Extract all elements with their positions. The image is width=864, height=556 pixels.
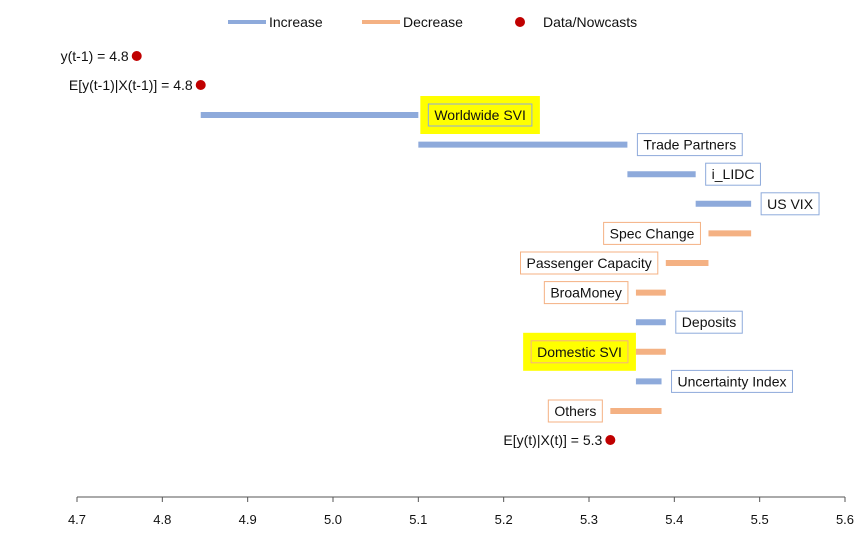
- bar-label: Spec Change: [610, 225, 695, 241]
- highlight-marker: [523, 332, 636, 371]
- legend-label: Increase: [269, 14, 323, 30]
- bar-label: BroaMoney: [550, 285, 622, 301]
- x-tick-label: 4.8: [153, 512, 171, 527]
- data-point-marker: [131, 51, 142, 61]
- waterfall-bar-group: Trade Partners: [418, 133, 743, 157]
- waterfall-bar-group: Domestic SVI: [523, 332, 666, 371]
- x-tick-label: 5.0: [324, 512, 342, 527]
- bar-label: Worldwide SVI: [434, 107, 526, 123]
- x-tick-label: 5.1: [409, 512, 427, 527]
- bar-label: i_LIDC: [712, 166, 755, 182]
- bar-label: Others: [554, 403, 596, 419]
- legend-item: Increase: [228, 14, 323, 30]
- legend: Increase Decrease Data/Nowcasts: [228, 14, 637, 30]
- x-tick-label: 5.2: [495, 512, 513, 527]
- highlight-marker: [420, 96, 540, 134]
- bar-label-box: [530, 340, 629, 364]
- data-point: y(t-1) = 4.8: [61, 48, 142, 64]
- legend-item: Data/Nowcasts: [515, 14, 637, 30]
- waterfall-bar-group: Others: [547, 399, 662, 423]
- x-tick-label: 5.3: [580, 512, 598, 527]
- bar-label-box: [427, 103, 533, 127]
- bar-label-box: [543, 281, 629, 305]
- x-axis: 4.7 4.8 4.9 5.0 5.1 5.2 5.3 5.4 5.5 5.6: [68, 496, 854, 527]
- bar-label: Domestic SVI: [537, 344, 622, 360]
- points-layer: y(t-1) = 4.8 E[y(t-1)|X(t-1)] = 4.8 E[y(t)…: [61, 48, 616, 448]
- bar-label-box: [671, 369, 793, 393]
- data-point-marker: [195, 80, 206, 90]
- x-tick-label: 5.5: [751, 512, 769, 527]
- bar-label: Trade Partners: [643, 137, 736, 153]
- waterfall-bar-group: i_LIDC: [627, 162, 761, 186]
- bar-label-box: [520, 251, 659, 275]
- bar-label: Deposits: [682, 314, 736, 330]
- legend-item: Decrease: [362, 14, 463, 30]
- data-point-label: E[y(t)|X(t)] = 5.3: [503, 432, 602, 448]
- legend-label: Decrease: [403, 14, 463, 30]
- bar-label-box: [705, 162, 761, 186]
- data-point-marker: [605, 435, 616, 445]
- waterfall-bar-group: Passenger Capacity: [520, 251, 709, 275]
- waterfall-bar-group: Spec Change: [603, 221, 752, 245]
- data-point: E[y(t)|X(t)] = 5.3: [503, 432, 616, 448]
- data-point-label: E[y(t-1)|X(t-1)] = 4.8: [69, 77, 193, 93]
- bar-label-box: [675, 310, 743, 334]
- waterfall-bar-group: US VIX: [695, 192, 820, 216]
- bar-label: Uncertainty Index: [678, 373, 787, 389]
- waterfall-bar-group: BroaMoney: [543, 281, 666, 305]
- bar-label: US VIX: [767, 196, 814, 212]
- bar-label-box: [760, 192, 820, 216]
- data-point: E[y(t-1)|X(t-1)] = 4.8: [69, 77, 206, 93]
- x-tick-label: 5.6: [836, 512, 854, 527]
- bar-label: Passenger Capacity: [527, 255, 652, 271]
- waterfall-bar-group: Uncertainty Index: [635, 369, 793, 393]
- legend-label: Data/Nowcasts: [543, 14, 637, 30]
- waterfall-bar-group: Worldwide SVI: [200, 96, 540, 134]
- bar-label-box: [603, 221, 701, 245]
- bar-label-box: [636, 133, 743, 157]
- x-tick-label: 4.7: [68, 512, 86, 527]
- bars-layer: Worldwide SVI Trade Partners i_LIDC US VIX S…: [200, 96, 820, 423]
- x-tick-label: 4.9: [239, 512, 257, 527]
- legend-marker: [515, 17, 525, 27]
- x-tick-label: 5.4: [665, 512, 683, 527]
- data-point-label: y(t-1) = 4.8: [61, 48, 129, 64]
- waterfall-bar-group: Deposits: [635, 310, 743, 334]
- bar-label-box: [547, 399, 603, 423]
